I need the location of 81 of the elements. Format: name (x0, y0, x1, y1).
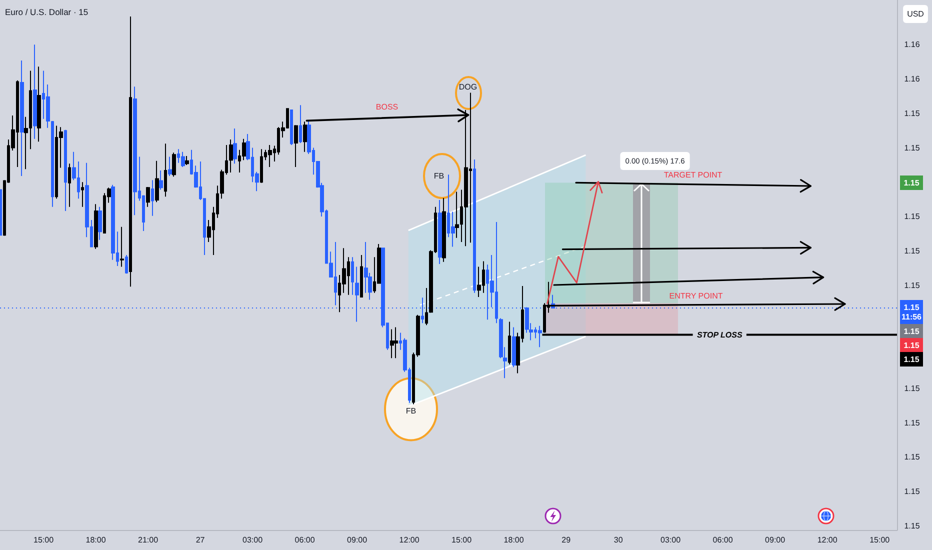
annotation: ENTRY POINT (669, 292, 723, 300)
candlestick (94, 204, 98, 250)
candlestick (168, 156, 172, 176)
y-tick-label: 1.15 (904, 212, 920, 222)
candlestick (181, 151, 185, 168)
candlestick (229, 139, 233, 174)
candlestick (303, 121, 307, 152)
candlestick (438, 200, 442, 264)
candlestick (360, 254, 363, 298)
candlestick (98, 206, 102, 240)
candlestick (155, 160, 159, 203)
candlestick (268, 144, 272, 168)
candlestick (260, 148, 263, 184)
candlestick (120, 226, 124, 268)
x-tick-label: 30 (614, 536, 624, 544)
y-tick-label: 1.15 (904, 487, 920, 496)
y-tick-label: 1.15 (904, 143, 920, 152)
x-tick-label: 27 (196, 536, 206, 544)
candlestick (294, 124, 298, 168)
candlestick (151, 180, 154, 216)
candlestick (425, 288, 428, 326)
x-tick-label: 03:00 (242, 536, 264, 544)
candlestick (455, 191, 459, 238)
candlestick (299, 104, 302, 144)
candlestick (172, 152, 176, 178)
x-tick-label: 18:00 (504, 536, 524, 544)
candlestick (351, 256, 354, 296)
y-tick-label: 1.15 (904, 521, 920, 530)
annotation: BOSS (376, 102, 398, 112)
candlestick (146, 186, 150, 208)
candlestick (442, 197, 446, 262)
candlestick (508, 321, 511, 365)
x-tick-label: 15:00 (870, 536, 890, 544)
annotation: DOG (458, 82, 478, 92)
annotation: TARGET POINT (664, 170, 722, 180)
annotation: FB (434, 172, 444, 180)
text: 1.15 11:56 (901, 302, 922, 322)
x-tick-label: 09:00 (765, 536, 786, 544)
candlestick (164, 143, 167, 198)
y-tick-label: 1.15 (904, 108, 920, 118)
y-tick-label: 1.16 (904, 74, 920, 84)
candlestick (33, 44, 37, 140)
annotation: FB (406, 406, 416, 416)
candlestick (355, 266, 359, 322)
y-tick-label: 1.15 (904, 384, 920, 393)
y-tick-label: 1.16 (904, 40, 920, 50)
candlestick (185, 156, 189, 166)
candlestick (538, 325, 542, 348)
candlestick (64, 129, 67, 212)
x-tick-label: 03:00 (660, 536, 682, 544)
y-tick-label: 1.15 (904, 452, 920, 462)
x-tick-label: 06:00 (294, 536, 316, 544)
candlestick (390, 328, 394, 359)
y-tick-label: 1.15 (904, 280, 920, 290)
candlestick (512, 326, 516, 368)
candlestick (159, 170, 163, 190)
candlestick (394, 326, 398, 359)
x-tick-label: 15:00 (34, 536, 54, 544)
x-tick-label: 29 (562, 536, 572, 544)
candlestick (68, 163, 71, 208)
candlestick (233, 128, 237, 164)
x-tick-label: 12:00 (399, 536, 420, 544)
candlestick (37, 66, 41, 142)
candlestick (290, 109, 293, 146)
candlestick (129, 16, 132, 288)
y-tick-label: 1.15 (904, 246, 920, 256)
x-tick-label: 06:00 (712, 536, 734, 544)
x-tick-label: 18:00 (86, 536, 106, 544)
text: Euro / U.S. Dollar · 15 (5, 7, 88, 17)
candlestick (133, 86, 137, 216)
candlestick (473, 158, 476, 294)
candlestick (20, 60, 24, 176)
candlestick (125, 254, 128, 274)
x-tick-label: 21:00 (138, 536, 159, 544)
candlestick (81, 182, 84, 208)
x-tick-label: 15:00 (452, 536, 472, 544)
x-tick-label: 09:00 (347, 536, 368, 544)
y-axis-title: USD (907, 10, 924, 18)
x-tick-label: 12:00 (817, 536, 838, 544)
ref-line-label: STOP LOSS (696, 330, 743, 340)
y-tick-label: 1.15 (904, 418, 920, 428)
